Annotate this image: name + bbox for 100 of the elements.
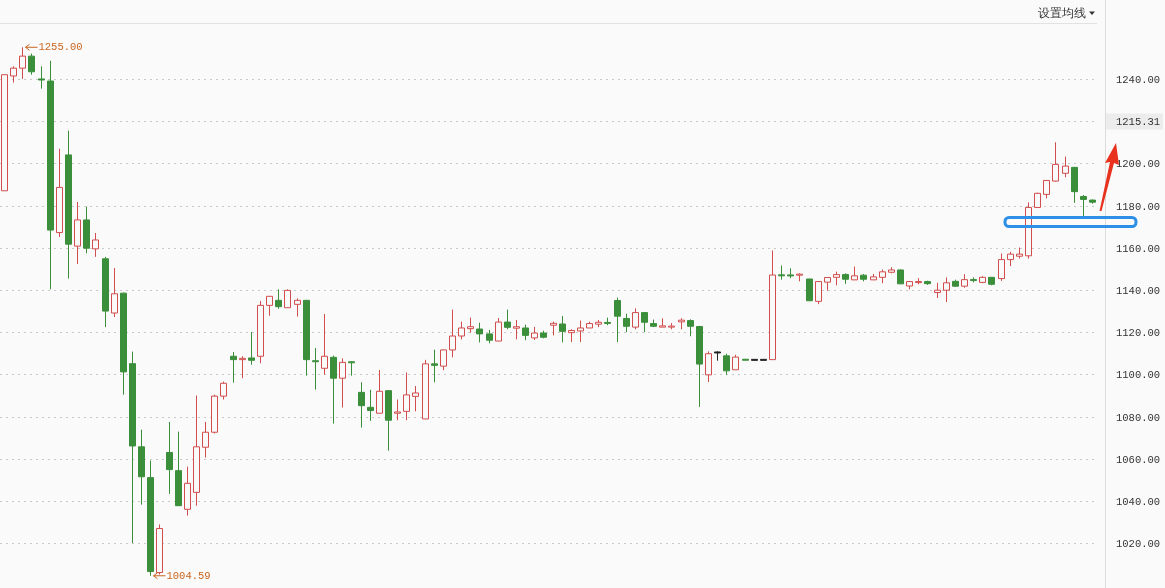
- candlestick: [668, 322, 675, 330]
- candlestick: [147, 460, 154, 577]
- candlestick: [952, 279, 959, 288]
- candlestick: [1062, 156, 1069, 178]
- candlestick: [266, 295, 273, 317]
- candlestick: [806, 278, 813, 302]
- y-tick-label: 1120.00: [1116, 326, 1161, 339]
- text: 1215.31: [1116, 115, 1161, 128]
- candlestick: [934, 282, 941, 299]
- candlestick: [678, 317, 685, 330]
- candlestick: [577, 320, 584, 343]
- candlestick: [376, 369, 383, 414]
- candlestick: [156, 523, 163, 575]
- candlestick: [760, 358, 767, 361]
- candlestick: [367, 389, 374, 422]
- candlestick: [504, 309, 511, 330]
- candlestick: [275, 288, 282, 310]
- candlestick: [486, 329, 493, 344]
- candlestick: [28, 53, 35, 76]
- candlestick: [102, 256, 109, 328]
- candlestick: [239, 355, 246, 379]
- candlestick: [394, 399, 401, 421]
- candlestick: [83, 206, 90, 254]
- candlestick: [998, 252, 1005, 282]
- y-tick-label: 1100.00: [1116, 368, 1161, 381]
- candlestick: [1043, 179, 1050, 199]
- candlestick: [111, 267, 118, 318]
- candlestick: [742, 358, 749, 361]
- text: 设置均线: [1038, 6, 1086, 20]
- candlestick: [348, 360, 355, 377]
- annotation: 1255.00: [38, 41, 83, 54]
- candlestick: [687, 318, 694, 337]
- candlestick: [56, 148, 63, 238]
- candlestick: [202, 421, 209, 459]
- candlestick: [659, 317, 666, 328]
- candlestick: [339, 357, 346, 409]
- candlestick: [385, 389, 392, 452]
- candlestick: [614, 297, 621, 343]
- candlestick: [74, 201, 81, 265]
- y-tick-label: 1040.00: [1116, 495, 1161, 508]
- candlestick: [412, 385, 419, 412]
- candlestick: [824, 276, 831, 292]
- y-tick-label: 1180.00: [1116, 200, 1161, 213]
- candlestick: [906, 281, 913, 290]
- y-tick-label: 1200.00: [1116, 157, 1161, 170]
- candlestick: [641, 311, 648, 333]
- candlestick: [961, 273, 968, 289]
- candlestick: [358, 381, 365, 429]
- candlestick: [248, 331, 255, 366]
- candlestick: [513, 319, 520, 340]
- candlestick: [312, 347, 319, 391]
- candlestick: [550, 321, 557, 336]
- candlestick: [175, 431, 182, 507]
- candlestick: [211, 394, 218, 435]
- candlestick: [522, 324, 529, 341]
- candlestick: [915, 277, 922, 285]
- y-tick-label: 1140.00: [1116, 284, 1161, 297]
- candlestick: [696, 325, 703, 408]
- candlestick: [129, 351, 136, 544]
- candlestick: [860, 273, 867, 282]
- candlestick: [650, 319, 657, 328]
- candlestick: [303, 299, 310, 377]
- candlestick: [943, 277, 950, 303]
- candlestick: [193, 395, 200, 507]
- candlestick: [531, 326, 538, 341]
- candlestick: [1080, 194, 1087, 219]
- candlestick: [38, 65, 45, 90]
- y-tick-label: 1160.00: [1116, 242, 1161, 255]
- candlestick: [979, 275, 986, 284]
- candlestick: [1007, 251, 1014, 267]
- candlestick: [540, 330, 547, 339]
- candlestick: [19, 46, 26, 80]
- candlestick: [47, 60, 54, 290]
- candlestick: [787, 267, 794, 279]
- candlestick: [632, 307, 639, 330]
- candlestick: [220, 381, 227, 401]
- candlestick: [623, 313, 630, 333]
- candlestick: [431, 349, 438, 383]
- candlestick: [970, 276, 977, 283]
- y-tick-label: 1060.00: [1116, 453, 1161, 466]
- candlestick: [422, 359, 429, 420]
- candlestick: [888, 266, 895, 274]
- candlestick: [184, 466, 191, 517]
- candlestick: [842, 272, 849, 285]
- candlestick: [879, 269, 886, 284]
- candlestick: [833, 271, 840, 286]
- candlestick: [1034, 192, 1041, 208]
- candlestick: [294, 297, 301, 318]
- candlestick: [988, 276, 995, 286]
- candlestick: [330, 355, 337, 425]
- candlestick: [595, 319, 602, 328]
- candlestick: [769, 250, 776, 361]
- candlestick: [10, 65, 17, 84]
- y-tick-label: 1240.00: [1116, 73, 1161, 86]
- candlestick: [559, 315, 566, 343]
- candlestick: [476, 322, 483, 343]
- candlestick: [120, 292, 127, 396]
- candlestick: [751, 358, 758, 361]
- candlestick: [1052, 141, 1059, 183]
- candlestick: [458, 321, 465, 340]
